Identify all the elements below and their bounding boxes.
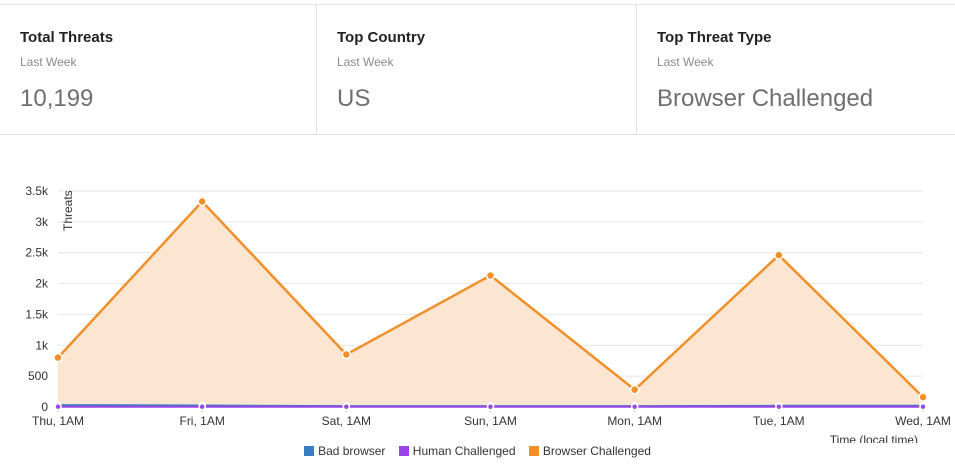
legend-swatch [304,446,315,456]
chart-legend: Bad browser Human Challenged Browser Cha… [0,444,955,458]
x-axis-ticks: Thu, 1AM Fri, 1AM Sat, 1AM Sun, 1AM Mon, 1AM… [32,407,951,428]
y-tick-label: 1k [35,338,49,352]
x-tick-label: Mon, 1AM [607,414,662,428]
data-point [919,402,927,411]
stat-title: Total Threats [20,29,114,46]
x-tick-label: Thu, 1AM [32,414,84,428]
y-tick-label: 2.5k [25,246,49,260]
data-point [486,402,495,411]
y-tick-label: 2k [35,277,49,291]
chart-points [53,196,928,411]
stat-title: Top Country [337,29,426,46]
stat-subtitle: Last Week [20,55,77,69]
legend-item-browser-challenged[interactable]: Browser Challenged [528,444,651,458]
stat-top-threat-type: Top Threat Type Last Week Browser Challe… [636,5,955,134]
data-point [197,196,207,207]
data-point [630,402,639,411]
stat-subtitle: Last Week [337,55,394,69]
x-tick-label: Sun, 1AM [464,414,517,428]
x-tick-label: Tue, 1AM [753,414,805,428]
data-point [775,402,783,411]
stat-subtitle: Last Week [657,55,714,69]
x-tick-label: Sat, 1AM [322,414,371,428]
y-tick-label: 3k [35,215,49,229]
legend-label: Browser Challenged [542,444,651,458]
x-tick-label: Fri, 1AM [179,414,224,428]
legend-label: Bad browser [318,444,386,458]
threats-chart: 0 500 1k 1.5k 2k 2.5k 3k 3.5k Thu, 1AM Fri, 1AM S… [25,184,951,443]
data-point [485,270,496,281]
legend-label: Human Challenged [412,444,516,458]
data-point [53,352,63,363]
data-point [342,402,351,411]
x-tick-label: Wed, 1AM [895,414,951,428]
stat-value: US [337,85,371,112]
stat-total-threats: Total Threats Last Week 10,199 [0,5,316,134]
stats-panel: Total Threats Last Week 10,199 Top Count… [0,4,955,135]
data-point [198,402,206,411]
data-point [918,392,928,402]
legend-swatch [398,446,409,456]
y-tick-label: 1.5k [25,307,49,321]
x-axis-title: Time (local time) [830,433,918,443]
y-tick-label: 500 [28,369,48,383]
data-point [629,384,640,395]
y-axis-title: Threats [61,190,75,231]
stat-value: Browser Challenged [657,85,874,112]
legend-item-bad-browser[interactable]: Bad browser [304,444,385,458]
y-tick-label: 0 [41,400,48,414]
stat-value: 10,199 [20,85,94,112]
data-point [54,402,62,411]
stat-title: Top Threat Type [657,29,772,46]
chart-areas [58,201,923,407]
series-area [58,201,923,407]
y-tick-label: 3.5k [25,184,49,198]
legend-swatch [528,446,539,456]
stat-top-country: Top Country Last Week US [316,5,636,134]
data-point [341,349,352,360]
y-axis-ticks: 0 500 1k 1.5k 2k 2.5k 3k 3.5k [25,184,49,414]
data-point [774,250,784,260]
legend-item-human-challenged[interactable]: Human Challenged [398,444,516,458]
